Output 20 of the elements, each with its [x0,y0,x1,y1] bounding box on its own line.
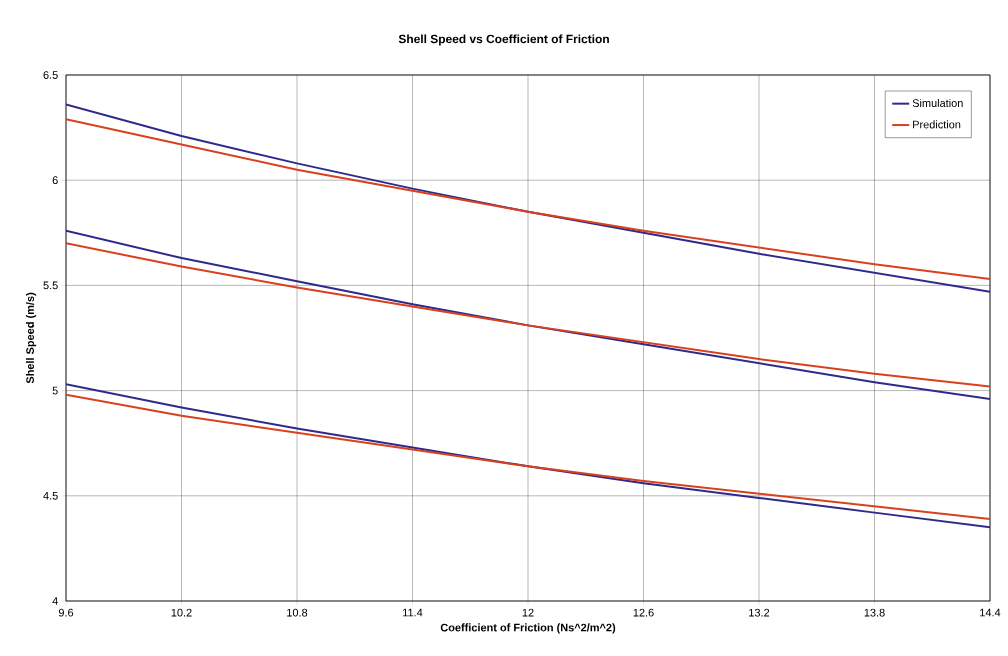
y-tick-label: 6.5 [43,71,58,79]
x-axis-title: Coefficient of Friction (Ns^2/m^2) [440,623,616,634]
x-tick-label: 13.2 [749,608,770,617]
y-tick-label: 4.5 [43,491,58,500]
x-tick-label: 11.4 [403,608,423,617]
legend-label: Prediction [913,120,961,129]
y-axis-title: Shell Speed (m/s) [25,292,37,384]
x-tick-label: 10.8 [287,608,308,617]
y-tick-label: 5 [52,386,58,395]
chart-title: Shell Speed vs Coefficient of Friction [398,34,609,46]
y-tick-label: 6 [52,176,58,185]
y-tick-label: 5.5 [43,281,58,290]
y-tick-label: 4 [52,597,58,605]
x-tick-label: 12.6 [633,608,654,617]
x-tick-label: 12 [522,608,534,617]
x-tick-label: 14.4 [980,608,1001,617]
x-tick-label: 13.8 [864,608,885,617]
legend-label: Simulation [912,98,963,107]
x-tick-label: 10.2 [171,608,192,617]
x-tick-label: 9.6 [58,608,74,617]
